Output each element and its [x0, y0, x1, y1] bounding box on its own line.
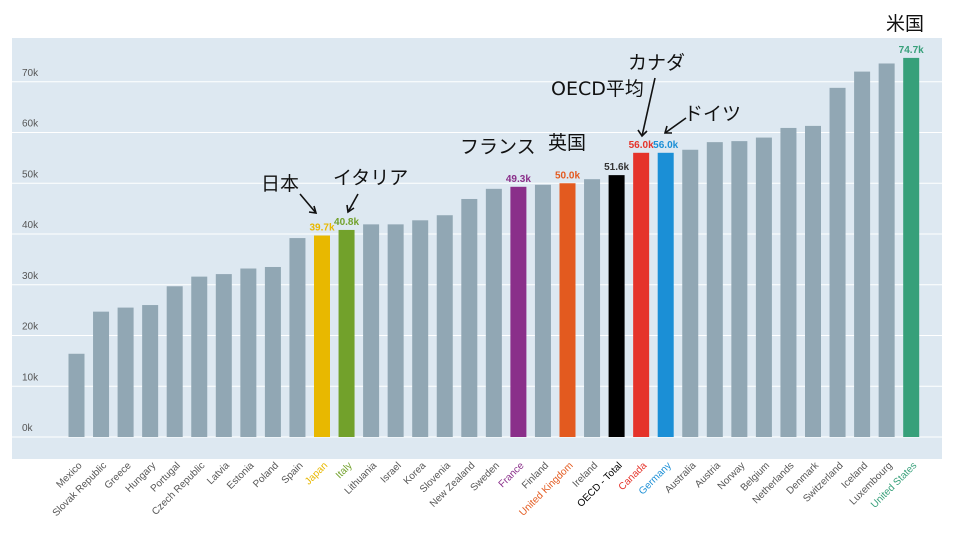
bar-japan: [314, 235, 330, 437]
bar-latvia: [215, 274, 232, 437]
bar-norway: [731, 141, 748, 437]
bar-italy: [338, 229, 355, 437]
data-label-canada: 56.0k: [629, 140, 654, 151]
x-tick-label-italy: Italy: [334, 460, 355, 481]
arrow-canada: [641, 77, 656, 137]
arrowhead-italy: [346, 204, 355, 214]
bar-slovenia: [436, 215, 453, 437]
bar-lithuania: [363, 224, 380, 437]
bar-ireland: [584, 179, 601, 437]
annotation-france: フランス: [460, 136, 536, 158]
bar-portugal: [166, 286, 183, 437]
bar-slovak-republic: [93, 311, 110, 437]
bar-iceland: [854, 71, 871, 437]
data-label-united-kingdom: 50.0k: [555, 170, 580, 181]
y-tick-label: 40k: [22, 220, 39, 231]
annotation-canada: カナダ: [628, 52, 686, 74]
bar-greece: [117, 307, 134, 437]
bar-korea: [412, 220, 429, 437]
bar-czech-republic: [191, 276, 208, 437]
bar-netherlands: [780, 127, 797, 438]
y-tick-label: 20k: [22, 322, 39, 333]
x-tick-label-poland: Poland: [251, 460, 281, 490]
arrowhead-germany: [663, 125, 672, 134]
arrow-japan: [299, 193, 317, 214]
y-tick-label: 30k: [22, 271, 39, 282]
arrowhead-japan: [308, 205, 318, 214]
bar-australia: [682, 149, 699, 437]
annotation-us: 米国: [886, 13, 925, 35]
annotation-arrows: [299, 77, 687, 214]
x-tick-label-israel: Israel: [379, 460, 404, 485]
data-label-oecd-total: 51.6k: [604, 162, 629, 173]
bars: [68, 57, 920, 438]
data-label-japan: 39.7k: [309, 223, 334, 234]
y-tick-label: 50k: [22, 169, 39, 180]
annotation-germany: ドイツ: [684, 103, 742, 125]
arrow-germany: [664, 117, 687, 134]
bar-canada: [633, 152, 650, 438]
bar-spain: [289, 238, 306, 437]
data-label-italy: 40.8k: [334, 217, 359, 228]
bar-hungary: [142, 305, 159, 437]
bar-denmark: [805, 125, 821, 437]
annotation-oecd: OECD平均: [551, 78, 644, 100]
data-label-france: 49.3k: [506, 174, 531, 185]
bar-austria: [706, 142, 723, 437]
bar-estonia: [240, 268, 257, 437]
y-tick-label: 60k: [22, 119, 39, 130]
y-tick-label: 70k: [22, 68, 39, 79]
y-tick-label: 10k: [22, 372, 39, 383]
y-tick-label: 0k: [22, 423, 34, 434]
x-tick-label-japan: Japan: [303, 460, 330, 487]
bar-finland: [534, 184, 551, 437]
bar-united-states: [903, 57, 920, 438]
bar-mexico: [68, 353, 85, 437]
data-label-germany: 56.0k: [653, 140, 678, 151]
bar-switzerland: [829, 87, 846, 437]
arrowhead-canada: [637, 129, 648, 138]
bar-luxembourg: [878, 63, 895, 437]
bar-new-zealand: [461, 198, 478, 437]
bar-oecd-total: [608, 175, 625, 437]
bar-poland: [264, 266, 281, 437]
annotation-uk: 英国: [548, 132, 587, 154]
x-tick-label-estonia: Estonia: [225, 460, 257, 492]
bar-france: [510, 186, 527, 437]
annotation-japan: 日本: [261, 173, 300, 195]
bar-sweden: [485, 188, 502, 437]
bar-germany: [657, 152, 674, 438]
annotation-italy: イタリア: [333, 167, 409, 189]
bar-belgium: [755, 137, 772, 437]
y-axis-ticks: 0k 10k 20k 30k 40k 50k 60k 70k: [22, 68, 39, 434]
bar-united-kingdom: [559, 183, 576, 437]
bar-israel: [387, 224, 404, 437]
x-tick-label-spain: Spain: [280, 460, 306, 486]
arrow-italy: [347, 193, 359, 213]
data-label-united-states: 74.7k: [899, 45, 924, 56]
